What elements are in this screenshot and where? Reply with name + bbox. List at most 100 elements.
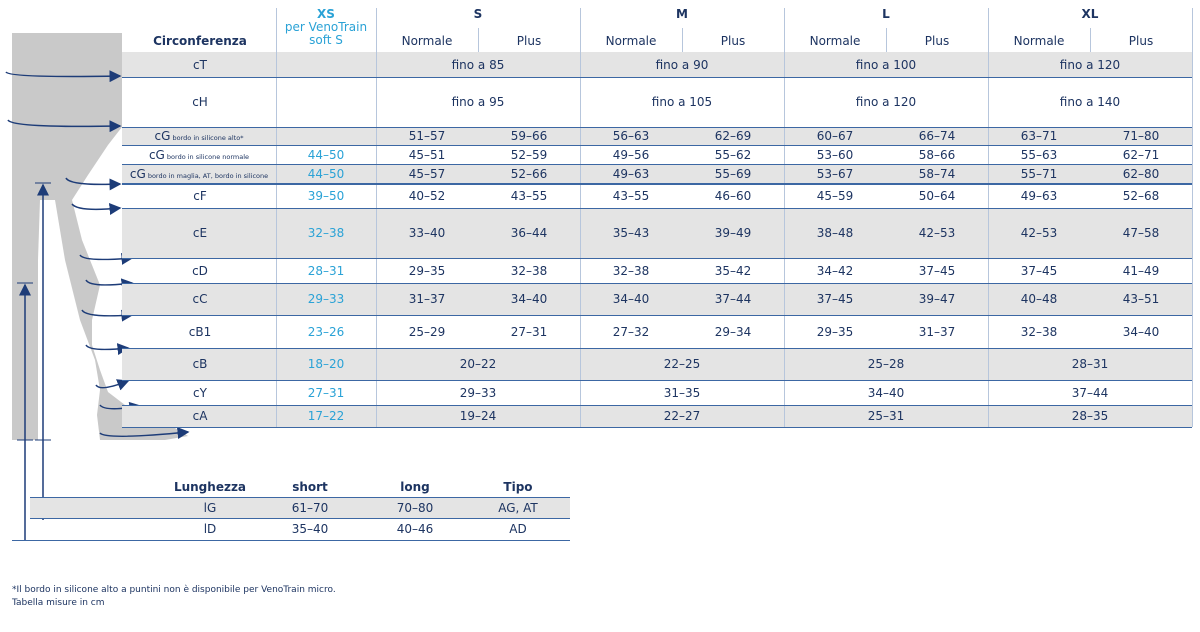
row-line xyxy=(122,145,1192,146)
size-value: 37–44 xyxy=(1071,385,1109,400)
size-value: 63–71 xyxy=(1020,129,1058,143)
size-value: 29–35 xyxy=(816,324,854,339)
size-value: 43–55 xyxy=(510,188,548,203)
row-background xyxy=(122,348,1192,380)
size-value: fino a 85 xyxy=(451,57,505,72)
size-value: 20–22 xyxy=(459,357,497,371)
subcolumn-line xyxy=(1090,28,1091,52)
size-value: 60–67 xyxy=(816,129,854,143)
row-label: cY xyxy=(193,385,207,400)
size-value: 32–38 xyxy=(1020,324,1058,339)
subcolumn-line xyxy=(682,28,683,52)
length-header: short xyxy=(292,480,328,494)
size-value: fino a 95 xyxy=(451,95,505,109)
size-name: M xyxy=(676,7,688,21)
size-value: 62–69 xyxy=(714,129,752,143)
size-subheader: Normale xyxy=(1013,34,1065,48)
size-value: 34–40 xyxy=(612,292,650,306)
size-value: 37–45 xyxy=(918,263,956,278)
size-value: 34–40 xyxy=(510,292,548,306)
column-line xyxy=(784,8,785,427)
size-value: 38–48 xyxy=(816,226,854,240)
size-name: S xyxy=(473,7,483,21)
size-value: 39–47 xyxy=(918,292,956,306)
size-value: fino a 90 xyxy=(655,57,709,72)
size-subheader: Normale xyxy=(401,34,453,48)
size-value: 71–80 xyxy=(1122,129,1160,143)
size-value: fino a 120 xyxy=(855,95,917,109)
row-label: cD xyxy=(192,263,208,278)
size-value: 46–60 xyxy=(714,188,752,203)
length-value: AD xyxy=(509,522,527,536)
size-value: 45–59 xyxy=(816,188,854,203)
row-line xyxy=(122,258,1192,259)
row-label: cB1 xyxy=(188,324,212,339)
size-value: 58–74 xyxy=(918,166,956,181)
size-value: 49–63 xyxy=(1020,188,1058,203)
column-line xyxy=(1192,8,1193,427)
xs-value: 17–22 xyxy=(307,409,345,423)
row-line xyxy=(122,405,1192,406)
size-value: fino a 105 xyxy=(651,95,713,109)
size-value: 29–33 xyxy=(459,385,497,400)
size-value: 22–25 xyxy=(663,357,701,371)
size-value: 52–59 xyxy=(510,147,548,162)
row-line xyxy=(122,183,1192,185)
size-value: 50–64 xyxy=(918,188,956,203)
size-subheader: Plus xyxy=(1128,34,1154,48)
xs-value: 39–50 xyxy=(307,188,345,203)
size-value: 34–40 xyxy=(867,385,905,400)
size-value: 55–69 xyxy=(714,166,752,181)
size-value: 62–80 xyxy=(1122,166,1160,181)
length-value: 70–80 xyxy=(396,500,434,515)
size-value: 37–45 xyxy=(816,292,854,306)
row-label-main: cG xyxy=(129,166,146,181)
row-label-note: bordo in maglia, AT, bordo in silicone xyxy=(145,171,269,180)
length-value: 61–70 xyxy=(291,500,329,515)
row-line xyxy=(122,315,1192,316)
size-value: 31–35 xyxy=(663,385,701,400)
length-header: Lunghezza xyxy=(173,480,247,494)
row-line xyxy=(122,127,1192,128)
size-value: 34–42 xyxy=(816,263,854,278)
size-value: 40–52 xyxy=(408,188,446,203)
size-value: 29–35 xyxy=(408,263,446,278)
size-value: 22–27 xyxy=(663,409,701,423)
row-label: cT xyxy=(193,57,207,72)
row-label: cE xyxy=(192,226,208,240)
row-background xyxy=(30,497,570,518)
size-value: 45–51 xyxy=(408,147,446,162)
row-label-main: cG xyxy=(154,129,171,143)
row-line xyxy=(12,540,570,541)
row-line xyxy=(30,497,570,498)
size-value: 42–53 xyxy=(918,226,956,240)
row-label-main: cG xyxy=(148,147,165,162)
size-value: 35–43 xyxy=(612,226,650,240)
size-value: 37–45 xyxy=(1020,263,1058,278)
subcolumn-line xyxy=(478,28,479,52)
size-value: 59–66 xyxy=(510,129,548,143)
size-value: 55–63 xyxy=(1020,147,1058,162)
size-value: 49–56 xyxy=(612,147,650,162)
row-line xyxy=(30,518,570,519)
xs-value: 23–26 xyxy=(307,324,345,339)
size-value: 33–40 xyxy=(408,226,446,240)
size-value: 47–58 xyxy=(1122,226,1160,240)
size-value: 27–31 xyxy=(510,324,548,339)
row-line xyxy=(122,164,1192,165)
xs-value: 44–50 xyxy=(307,147,345,162)
xs-value: 18–20 xyxy=(307,357,345,371)
size-value: 56–63 xyxy=(612,129,650,143)
row-label: cG bordo in silicone normale xyxy=(122,147,276,165)
size-note: per VenoTrain soft S xyxy=(284,20,368,47)
row-label: cA xyxy=(192,409,208,423)
size-value: 36–44 xyxy=(510,226,548,240)
size-name: XL xyxy=(1081,7,1099,21)
size-value: 25–29 xyxy=(408,324,446,339)
row-background xyxy=(122,283,1192,315)
size-value: 28–35 xyxy=(1071,409,1109,423)
size-value: 42–53 xyxy=(1020,226,1058,240)
row-line xyxy=(122,380,1192,381)
row-label: cC xyxy=(192,292,208,306)
